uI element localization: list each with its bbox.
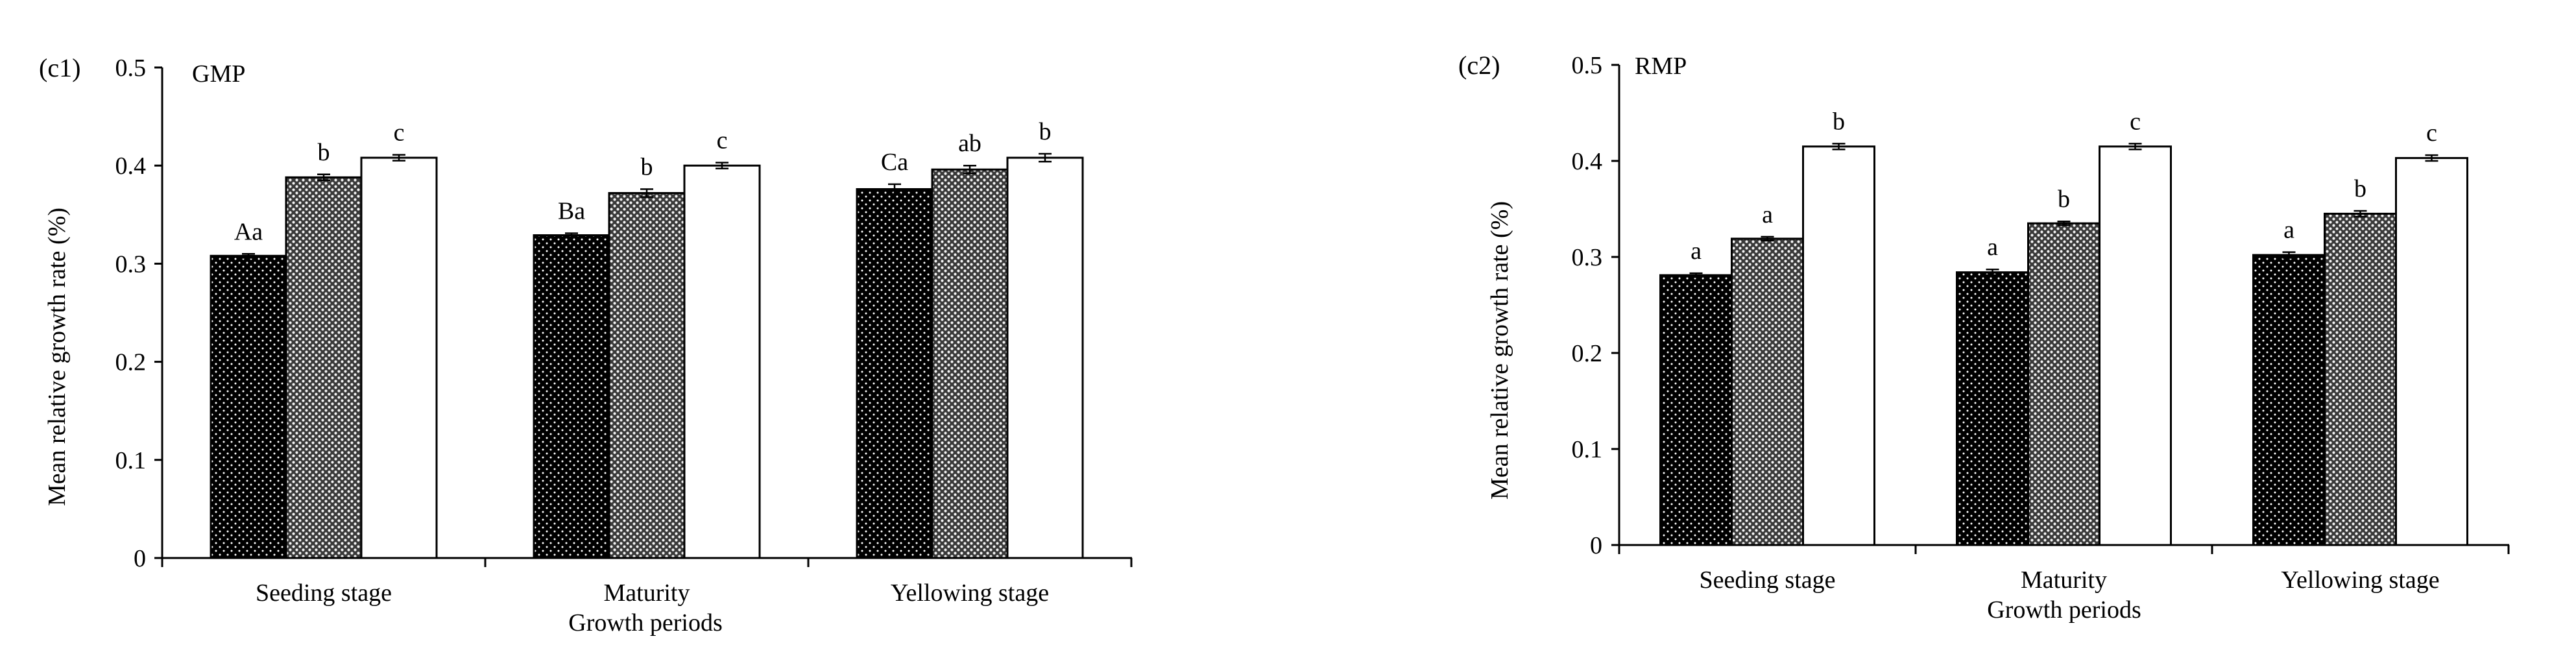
- y-tick-label: 0.4: [1572, 148, 1603, 175]
- significance-label: ab: [958, 130, 981, 157]
- error-bar: [888, 183, 901, 195]
- error-bar: [2282, 251, 2296, 259]
- y-tick-label: 0: [1590, 532, 1602, 559]
- bar: [533, 234, 610, 559]
- significance-label: b: [2058, 186, 2070, 213]
- significance-label: b: [1039, 118, 1052, 145]
- chart-title: GMP: [192, 60, 245, 88]
- plot-area: 0 0.1 0.2 0.3 0.4 0.5 Seeding stage a a b Maturity…: [1572, 52, 2510, 594]
- significance-label: Ba: [558, 198, 585, 225]
- y-tick-label: 0: [134, 545, 146, 572]
- significance-label: c: [2426, 119, 2437, 147]
- significance-label: c: [717, 127, 728, 154]
- error-bar: [317, 173, 330, 182]
- error-bar: [392, 154, 405, 162]
- chart-panel-c1: (c1) GMP Mean relative growth rate (%) G…: [39, 53, 1133, 637]
- plot-area: 0 0.1 0.2 0.3 0.4 0.5 Seeding stage Aa b c Maturit…: [115, 55, 1133, 607]
- error-bar: [2353, 210, 2367, 218]
- chart-panel-c2: (c2) RMP Mean relative growth rate (%) G…: [1458, 51, 2510, 624]
- bar: [2324, 212, 2397, 546]
- error-bar: [2057, 220, 2071, 226]
- y-tick-label: 0.5: [1572, 52, 1603, 79]
- bar: [1802, 145, 1875, 546]
- significance-label: a: [1691, 237, 1702, 265]
- significance-label: b: [2354, 175, 2366, 202]
- bar: [1731, 237, 1804, 546]
- bar: [2099, 145, 2172, 546]
- significance-label: a: [2283, 217, 2294, 244]
- bar: [1956, 271, 2029, 546]
- significance-label: c: [2130, 108, 2141, 135]
- bar: [2252, 254, 2326, 546]
- bar: [285, 176, 363, 559]
- y-tick-label: 0.5: [115, 55, 147, 82]
- error-bar: [2128, 143, 2142, 151]
- y-tick-label: 0.3: [1572, 244, 1603, 271]
- error-bar: [242, 253, 255, 259]
- x-category-label: Yellowing stage: [891, 579, 1049, 607]
- bar: [1659, 274, 1733, 546]
- bar: [2027, 222, 2101, 546]
- significance-label: Aa: [234, 218, 263, 245]
- x-axis-label: Growth periods: [1987, 596, 2141, 624]
- error-bar: [640, 188, 653, 198]
- error-bar: [1986, 268, 1999, 276]
- x-category-label: Maturity: [604, 579, 690, 607]
- error-bar: [565, 232, 578, 238]
- x-category-label: Seeding stage: [256, 579, 392, 607]
- error-bar: [2425, 154, 2438, 162]
- x-category-label: Maturity: [2021, 566, 2107, 594]
- y-tick-label: 0.4: [115, 152, 147, 180]
- bar: [360, 156, 438, 559]
- bar: [931, 168, 1009, 559]
- y-tick-label: 0.1: [115, 447, 147, 474]
- bar: [683, 164, 761, 559]
- panel-label: (c2): [1458, 51, 1500, 80]
- significance-label: b: [1833, 108, 1845, 135]
- error-bar: [1832, 143, 1846, 151]
- significance-label: b: [318, 139, 330, 166]
- x-category-label: Seeding stage: [1699, 566, 1835, 594]
- y-tick-label: 0.1: [1572, 436, 1603, 463]
- x-category-label: Yellowing stage: [2281, 566, 2439, 594]
- error-bar: [963, 164, 976, 175]
- bar: [1006, 156, 1084, 559]
- y-tick-label: 0.2: [1572, 340, 1603, 367]
- significance-label: a: [1762, 201, 1773, 228]
- x-axis-label: Growth periods: [568, 609, 722, 637]
- bar: [856, 188, 933, 559]
- y-axis-label: Mean relative growth rate (%): [1486, 201, 1513, 500]
- error-bar: [1689, 272, 1703, 278]
- bar: [2395, 157, 2468, 546]
- bar: [210, 254, 287, 559]
- significance-label: b: [641, 153, 653, 180]
- significance-label: a: [1987, 234, 1998, 261]
- significance-label: Ca: [881, 149, 908, 176]
- panel-label: (c1): [39, 53, 80, 82]
- chart-title: RMP: [1635, 53, 1687, 80]
- bar: [608, 192, 686, 559]
- y-tick-label: 0.3: [115, 250, 147, 278]
- error-bar: [716, 162, 728, 169]
- y-axis-label: Mean relative growth rate (%): [43, 208, 71, 506]
- error-bar: [1039, 152, 1052, 163]
- y-tick-label: 0.2: [115, 349, 147, 376]
- significance-label: c: [394, 119, 405, 147]
- error-bar: [1761, 236, 1774, 242]
